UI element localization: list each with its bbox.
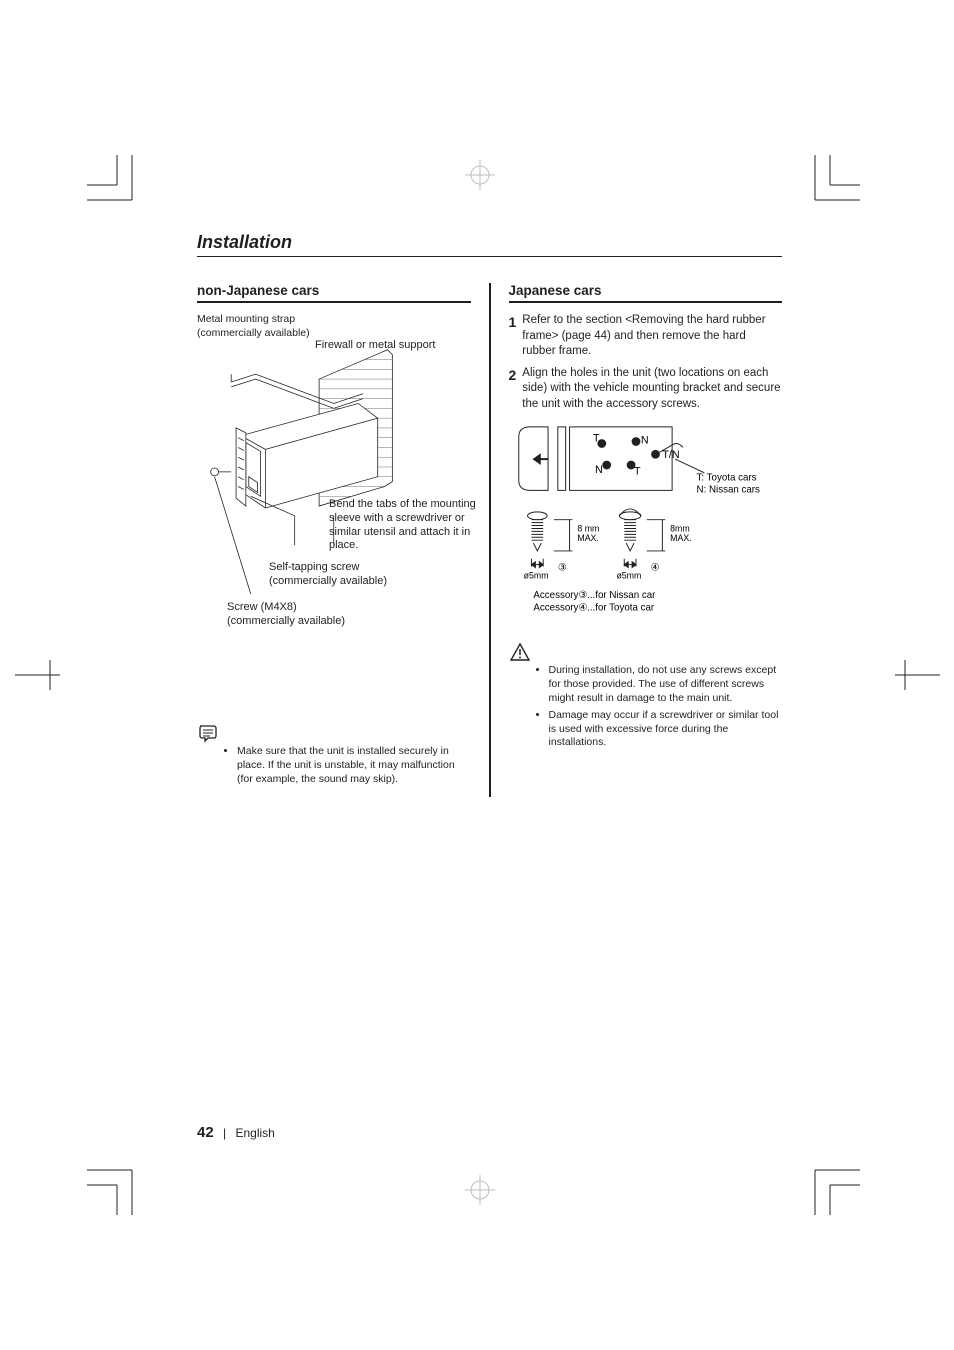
acc4: Accessory④...for Toyota car xyxy=(533,603,654,614)
bend-label: Bend the tabs of the mounting sleeve wit… xyxy=(329,498,479,553)
crop-mark-left xyxy=(15,660,65,690)
firewall-label: Firewall or metal support xyxy=(315,339,435,353)
page-footer: 42 | English xyxy=(197,1124,275,1141)
hole-N2: N xyxy=(594,464,602,476)
dia3: ø5mm xyxy=(523,570,548,580)
crop-mark-top xyxy=(465,160,495,190)
warning-block xyxy=(509,642,783,662)
step-number: 2 xyxy=(509,366,517,413)
legend-n: N: Nissan cars xyxy=(696,484,760,495)
hole-N: N xyxy=(640,435,648,447)
two-column-layout: non-Japanese cars Metal mounting strap (… xyxy=(197,283,782,797)
circ4: ④ xyxy=(650,563,659,574)
steps-list: 1 Refer to the section <Removing the har… xyxy=(509,313,783,412)
page-content: Installation non-Japanese cars Metal mou… xyxy=(197,232,782,797)
note-block xyxy=(197,723,471,743)
left-heading: non-Japanese cars xyxy=(197,283,471,303)
footer-lang: English xyxy=(236,1126,275,1140)
circ3: ③ xyxy=(557,563,566,574)
page-number: 42 xyxy=(197,1124,214,1141)
crop-corner-tr xyxy=(800,155,860,215)
footer-sep: | xyxy=(223,1126,226,1140)
crop-mark-bottom xyxy=(465,1175,495,1205)
section-title: Installation xyxy=(197,232,782,257)
right-column: Japanese cars 1 Refer to the section <Re… xyxy=(509,283,783,797)
warning-bullets: During installation, do not use any scre… xyxy=(509,664,783,750)
bracket-diagram: T N N T T/N T: Toyota cars N: Nissan car… xyxy=(509,422,783,627)
crop-corner-br xyxy=(800,1155,860,1215)
hole-T2: T xyxy=(634,466,641,478)
step-text: Refer to the section <Removing the hard … xyxy=(522,313,782,360)
warning-2: Damage may occur if a screwdriver or sim… xyxy=(549,709,783,750)
crop-mark-right xyxy=(890,660,940,690)
step-2: 2 Align the holes in the unit (two locat… xyxy=(509,366,783,413)
warning-icon xyxy=(509,642,531,662)
crop-corner-bl xyxy=(87,1155,147,1215)
note-icon xyxy=(197,723,219,743)
hole-TN: T/N xyxy=(662,449,679,461)
note-bullets: Make sure that the unit is installed sec… xyxy=(197,745,471,786)
hole-T: T xyxy=(593,433,600,445)
left-column: non-Japanese cars Metal mounting strap (… xyxy=(197,283,471,797)
dia4: ø5mm xyxy=(616,570,641,580)
mounting-diagram xyxy=(197,340,471,633)
screw-label: Screw (M4X8) (commercially available) xyxy=(227,601,345,629)
s3-len2: MAX. xyxy=(577,533,598,543)
strap-label: Metal mounting strap (commercially avail… xyxy=(197,313,471,340)
crop-corner-tl xyxy=(87,155,147,215)
acc3: Accessory③...for Nissan car xyxy=(533,590,656,601)
step-number: 1 xyxy=(509,313,517,360)
note-bullet-1: Make sure that the unit is installed sec… xyxy=(237,745,471,786)
s3-len: 8 mm xyxy=(577,523,599,533)
selftap-label: Self-tapping screw (commercially availab… xyxy=(269,561,387,589)
warning-1: During installation, do not use any scre… xyxy=(549,664,783,705)
step-1: 1 Refer to the section <Removing the har… xyxy=(509,313,783,360)
s4-len2: MAX. xyxy=(670,533,691,543)
column-divider xyxy=(489,283,491,797)
step-text: Align the holes in the unit (two locatio… xyxy=(522,366,782,413)
legend-t: T: Toyota cars xyxy=(696,473,756,484)
right-heading: Japanese cars xyxy=(509,283,783,303)
s4-len: 8mm xyxy=(670,523,690,533)
